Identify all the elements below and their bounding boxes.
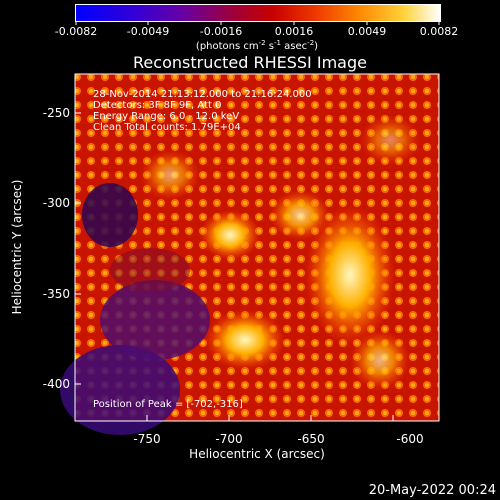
colorbar bbox=[75, 4, 441, 22]
rhessi-image bbox=[60, 74, 439, 435]
colorbar-tick-1: -0.0049 bbox=[127, 25, 169, 38]
colorbar-unit-label: (photons cm-2 s-1 asec-2) bbox=[196, 39, 318, 52]
annotation-line-1: Detectors: 3F 8F 9F, Att 0 bbox=[93, 100, 221, 111]
plot-title: Reconstructed RHESSI Image bbox=[133, 53, 367, 72]
y-axis-label: Heliocentric Y (arcsec) bbox=[10, 180, 24, 315]
x-tick-2: -650 bbox=[297, 432, 324, 446]
colorbar-tick-labels: -0.0082 -0.0049 -0.0016 0.0016 0.0049 0.… bbox=[55, 25, 458, 38]
x-tick-3: -600 bbox=[396, 432, 423, 446]
annotation-line-2: Energy Range: 6.0 - 12.0 keV bbox=[93, 111, 239, 122]
y-tick-3: -400 bbox=[43, 377, 70, 391]
plot-frame bbox=[74, 73, 440, 422]
y-tick-0: -250 bbox=[43, 106, 70, 120]
y-axis-ticks bbox=[75, 112, 81, 385]
x-tick-1: -700 bbox=[215, 432, 242, 446]
annotation-block: 28-Nov-2014 21:13:12.000 to 21:16:24.000… bbox=[93, 89, 312, 133]
y-tick-1: -300 bbox=[43, 196, 70, 210]
annotation-line-0: 28-Nov-2014 21:13:12.000 to 21:16:24.000 bbox=[93, 89, 312, 100]
colorbar-ticks bbox=[75, 21, 440, 25]
colorbar-tick-2: -0.0016 bbox=[200, 25, 242, 38]
footer-date: 20-May-2022 00:24 bbox=[369, 483, 496, 498]
x-axis-ticks bbox=[146, 415, 394, 421]
x-axis-label: Heliocentric X (arcsec) bbox=[189, 447, 325, 461]
peak-position-text: Position of Peak = [-702,-316] bbox=[93, 399, 243, 410]
y-tick-2: -350 bbox=[43, 287, 70, 301]
annotation-line-3: Clean Total counts: 1.79E+04 bbox=[93, 122, 241, 133]
x-tick-0: -750 bbox=[133, 432, 160, 446]
colorbar-tick-4: 0.0049 bbox=[348, 25, 387, 38]
y-axis-tick-labels: -250 -300 -350 -400 bbox=[43, 106, 70, 391]
colorbar-tick-5: 0.0082 bbox=[420, 25, 459, 38]
x-axis-tick-labels: -750 -700 -650 -600 bbox=[133, 432, 423, 446]
colorbar-tick-0: -0.0082 bbox=[55, 25, 97, 38]
colorbar-tick-3: 0.0016 bbox=[275, 25, 314, 38]
